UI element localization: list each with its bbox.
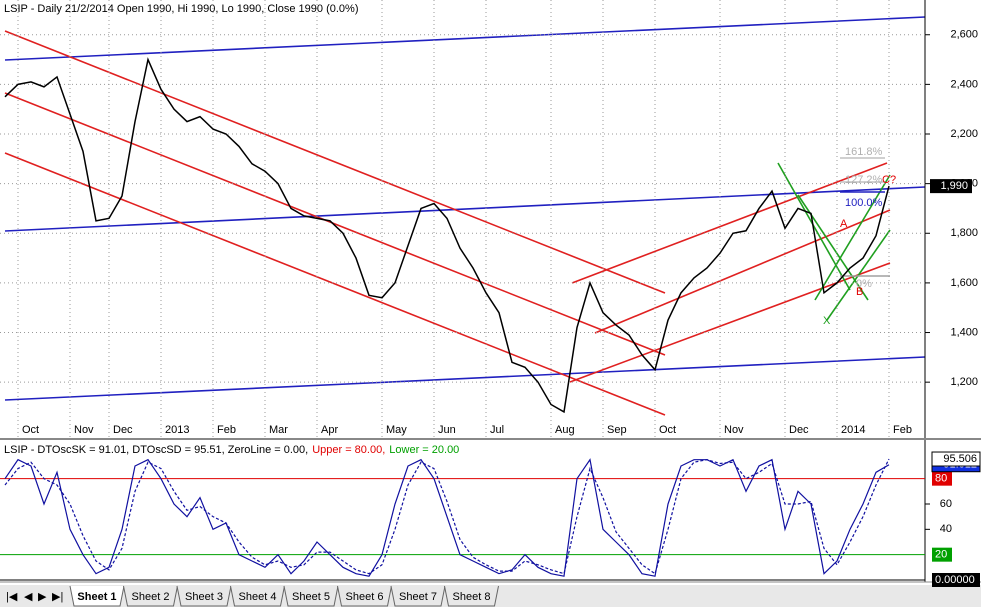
x-tick-label: Dec [113, 424, 133, 436]
osc-title: LSIP - DTOscSK = 91.01, DTOscSD = 95.51,… [4, 444, 459, 456]
nav-arrow[interactable]: |◀ [6, 591, 18, 603]
nav-arrow[interactable]: ▶ [38, 591, 47, 603]
y-tick-label: 1,400 [950, 326, 978, 338]
osc-title-part: Lower = 20.00 [389, 444, 459, 456]
sheet-tab-label[interactable]: Sheet 6 [346, 591, 384, 603]
x-tick-label: Sep [607, 424, 627, 436]
reference-badge [932, 471, 952, 486]
x-tick-label: Dec [789, 424, 809, 436]
sheet-tab[interactable] [176, 585, 232, 607]
sheet-tab[interactable] [230, 585, 285, 607]
nav-arrow[interactable]: ◀ [24, 591, 33, 603]
sheet-tab[interactable] [283, 585, 339, 607]
osc-line [4, 458, 890, 577]
reference-label: 20 [935, 549, 947, 561]
annotation: B [856, 286, 863, 298]
trend-line [4, 152, 666, 416]
sheet-tab[interactable] [390, 585, 446, 607]
last-price-badge [930, 179, 972, 194]
trend-line [4, 356, 926, 401]
reference-badge [932, 573, 980, 587]
reference-label: 80 [935, 473, 947, 485]
sheet-tab[interactable] [123, 585, 178, 607]
osc-title-part: LSIP - DTOscSK = 91.01, DTOscSD = 95.51,… [4, 444, 308, 456]
x-tick-label: Nov [724, 424, 744, 436]
x-tick-label: Aug [555, 424, 575, 436]
y-tick-label: 1,200 [950, 376, 978, 388]
tab-nav[interactable]: |◀ ◀ ▶ ▶| [6, 591, 63, 603]
y-tick-label: 60 [940, 498, 952, 510]
sheet-tab-label[interactable]: Sheet 8 [453, 591, 491, 603]
osc-title-part: Upper = 80.00, [312, 444, 385, 456]
x-tick-label: 2013 [165, 424, 189, 436]
x-tick-label: Jul [490, 424, 504, 436]
sheet-tab[interactable] [444, 585, 499, 607]
y-tick-label: 2,200 [950, 128, 978, 140]
x-tick-label: Jun [438, 424, 456, 436]
reference-badge [932, 547, 952, 562]
annotation: X [823, 315, 831, 327]
trend-line [4, 30, 666, 294]
trend-line [4, 92, 666, 356]
y-tick-label: 40 [940, 523, 952, 535]
annotation: 161.8% [845, 146, 883, 158]
x-tick-label: Nov [74, 424, 94, 436]
sheet-tab-label[interactable]: Sheet 1 [77, 591, 116, 603]
sheet-tab[interactable] [69, 585, 125, 607]
x-tick-label: Oct [22, 424, 39, 436]
trend-line [777, 162, 851, 291]
x-tick-label: May [386, 424, 407, 436]
annotation: 127.2% [845, 174, 883, 186]
trend-line [594, 209, 891, 334]
last-price-label: 1,990 [940, 180, 968, 192]
trend-line [4, 16, 926, 61]
y-tick-label: 2,600 [950, 29, 978, 41]
y-tick-label: 2,400 [950, 78, 978, 90]
reference-label: 0.00000 [935, 574, 975, 586]
x-tick-label: Apr [321, 424, 338, 436]
y-tick-label: 1,600 [950, 277, 978, 289]
y-tick-label: 1,800 [950, 227, 978, 239]
annotation: 100.0% [845, 197, 883, 209]
annotation: A [840, 218, 848, 230]
sheet-tab[interactable] [337, 585, 392, 607]
trend-line [814, 174, 891, 301]
x-tick-label: Feb [217, 424, 236, 436]
nav-arrow[interactable]: ▶| [52, 591, 63, 603]
annotation: C? [882, 174, 896, 186]
sheet-tab-label[interactable]: Sheet 3 [185, 591, 223, 603]
osc-line [4, 458, 890, 575]
trend-line [571, 162, 888, 284]
sheet-tab-label[interactable]: Sheet 2 [132, 591, 170, 603]
annotation: 0% [856, 278, 872, 290]
sheet-tab-label[interactable]: Sheet 4 [239, 591, 277, 603]
price-line [4, 57, 890, 414]
sheet-tab-label[interactable]: Sheet 5 [292, 591, 330, 603]
x-tick-label: Mar [269, 424, 288, 436]
x-tick-label: Oct [659, 424, 676, 436]
x-tick-label: Feb [893, 424, 912, 436]
chart-title: LSIP - Daily 21/2/2014 Open 1990, Hi 199… [4, 3, 358, 15]
osc-last-badge [931, 451, 981, 467]
trend-line [4, 186, 926, 232]
trend-line [826, 229, 891, 321]
sheet-tab-label[interactable]: Sheet 7 [399, 591, 437, 603]
osc-last-label: 95.506 [943, 453, 977, 465]
x-tick-label: 2014 [841, 424, 865, 436]
